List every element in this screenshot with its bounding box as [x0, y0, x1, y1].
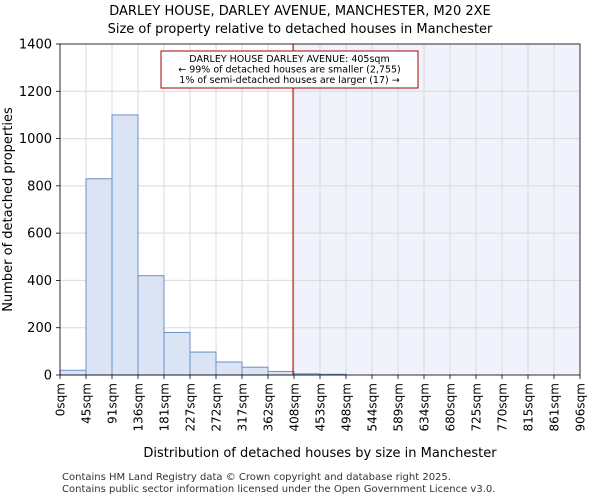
- footer-copyright: Contains HM Land Registry data © Crown c…: [62, 472, 451, 483]
- x-tick-label: 45sqm: [80, 383, 94, 424]
- y-tick-label: 600: [27, 227, 52, 242]
- chart-subtitle: Size of property relative to detached ho…: [107, 22, 493, 37]
- bar-45sqm: [85, 178, 113, 376]
- y-tick-label: 1400: [19, 38, 52, 53]
- y-tick-label: 1000: [19, 132, 52, 147]
- x-tick-label: 91sqm: [106, 383, 120, 424]
- x-tick-label: 589sqm: [392, 383, 406, 431]
- x-tick-label: 544sqm: [366, 383, 380, 431]
- annotation-line: 1% of semi-detached houses are larger (1…: [179, 75, 399, 86]
- x-tick-label: 498sqm: [340, 383, 354, 431]
- x-tick-label: 815sqm: [522, 383, 536, 431]
- bar-272sqm: [215, 361, 243, 376]
- bar-362sqm: [267, 370, 295, 376]
- x-tick-label: 634sqm: [418, 383, 432, 431]
- x-tick-label: 453sqm: [314, 383, 328, 431]
- y-tick-label: 800: [27, 179, 52, 194]
- chart-title: DARLEY HOUSE, DARLEY AVENUE, MANCHESTER,…: [109, 4, 491, 19]
- bar-91sqm: [111, 114, 139, 376]
- x-tick-label: 770sqm: [496, 383, 510, 431]
- y-tick-label: 1200: [19, 85, 52, 100]
- x-tick-label: 227sqm: [184, 383, 198, 431]
- y-tick-label: 400: [27, 274, 52, 289]
- x-tick-label: 272sqm: [210, 383, 224, 431]
- x-tick-label: 725sqm: [470, 383, 484, 431]
- bar-136sqm: [137, 275, 165, 376]
- bar-317sqm: [241, 366, 269, 376]
- x-tick-label: 181sqm: [158, 383, 172, 431]
- larger-region-highlight: [293, 44, 580, 375]
- annotation-box: [160, 50, 419, 89]
- x-tick-label: 136sqm: [132, 383, 146, 431]
- x-tick-label: 408sqm: [288, 383, 302, 431]
- x-tick-label: 0sqm: [54, 383, 68, 416]
- bar-181sqm: [163, 331, 191, 376]
- x-tick-label: 861sqm: [548, 383, 562, 431]
- bar-227sqm: [189, 351, 217, 376]
- annotation-line: DARLEY HOUSE DARLEY AVENUE: 405sqm: [189, 54, 389, 65]
- annotation-line: ← 99% of detached houses are smaller (2,…: [178, 65, 401, 76]
- footer-licence: Contains public sector information licen…: [62, 484, 496, 495]
- x-tick-label: 317sqm: [236, 383, 250, 431]
- x-tick-label: 362sqm: [262, 383, 276, 431]
- y-tick-label: 200: [27, 321, 52, 336]
- bar-0sqm: [59, 369, 87, 376]
- x-tick-label: 906sqm: [574, 383, 588, 431]
- x-tick-label: 680sqm: [444, 383, 458, 431]
- y-tick-label: 0: [44, 369, 52, 384]
- x-axis-label: Distribution of detached houses by size …: [143, 446, 497, 461]
- y-axis-label: Number of detached properties: [1, 107, 16, 312]
